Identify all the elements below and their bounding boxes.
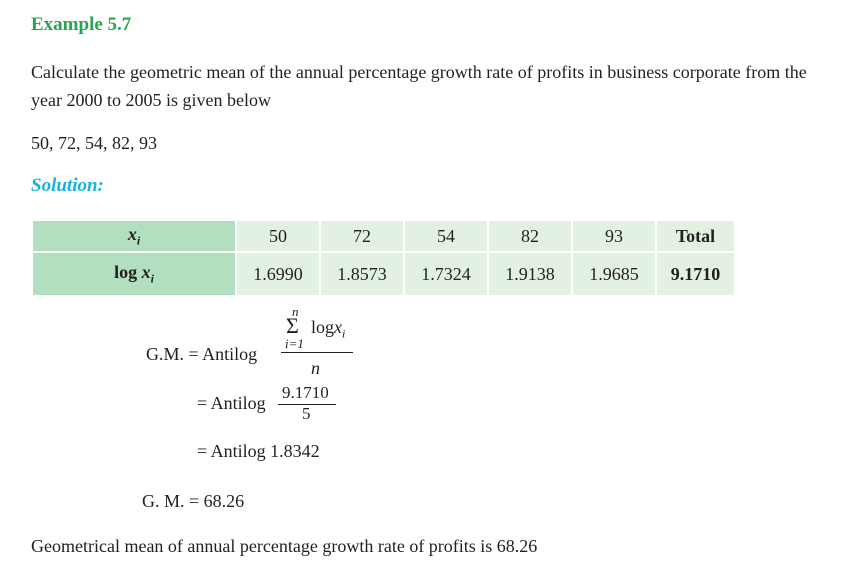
sum-var: x [334, 317, 343, 337]
row-header-log-x: log xi [33, 253, 235, 295]
sum-sub: i [342, 326, 346, 341]
x-var: x [127, 223, 137, 244]
x-sub: i [136, 233, 141, 248]
conclusion: Geometrical mean of annual percentage gr… [31, 536, 538, 556]
gm-label: G.M. = Antilog [146, 344, 258, 364]
log-cell: 1.8573 [321, 253, 403, 295]
table-row-logs: log xi 1.6990 1.8573 1.7324 1.9138 1.968… [33, 253, 734, 295]
question-line-2: year 2000 to 2005 is given below [31, 90, 271, 110]
step2-label: = Antilog [197, 393, 266, 413]
question-values: 50, 72, 54, 82, 93 [31, 133, 157, 153]
row-header-x: xi [33, 221, 235, 251]
value-cell: 72 [321, 221, 403, 251]
step2-numerator: 9.1710 [282, 383, 329, 402]
sum-log-text: log [311, 317, 335, 337]
log-cell: 1.6990 [237, 253, 319, 295]
log-cell: 1.7324 [405, 253, 487, 295]
data-table: xi 50 72 54 82 93 Total log xi 1.6990 1.… [31, 219, 736, 297]
fraction-bar [281, 352, 353, 353]
value-cell: 54 [405, 221, 487, 251]
question-line-1: Calculate the geometric mean of the annu… [31, 62, 807, 82]
total-header: Total [657, 221, 734, 251]
sigma-symbol: Σ [286, 313, 299, 338]
denominator-n: n [311, 358, 320, 378]
table-row-values: xi 50 72 54 82 93 Total [33, 221, 734, 251]
step2-fraction-bar [278, 404, 336, 405]
sum-upper-limit: n [292, 304, 299, 319]
log-cell: 1.9138 [489, 253, 571, 295]
sum-log: logxi [311, 317, 345, 342]
log-x-sub: i [150, 271, 154, 286]
value-cell: 93 [573, 221, 655, 251]
example-title: Example 5.7 [31, 14, 132, 35]
step2-denominator: 5 [302, 404, 311, 423]
value-cell: 50 [237, 221, 319, 251]
total-log: 9.1710 [657, 253, 734, 295]
solution-label: Solution: [31, 175, 104, 196]
sum-lower-limit: i=1 [285, 336, 304, 351]
gm-result: G. M. = 68.26 [142, 491, 245, 511]
log-cell: 1.9685 [573, 253, 655, 295]
value-cell: 82 [489, 221, 571, 251]
log-text: log [114, 261, 142, 282]
log-x-var: x [141, 261, 151, 282]
step3: = Antilog 1.8342 [197, 441, 320, 461]
